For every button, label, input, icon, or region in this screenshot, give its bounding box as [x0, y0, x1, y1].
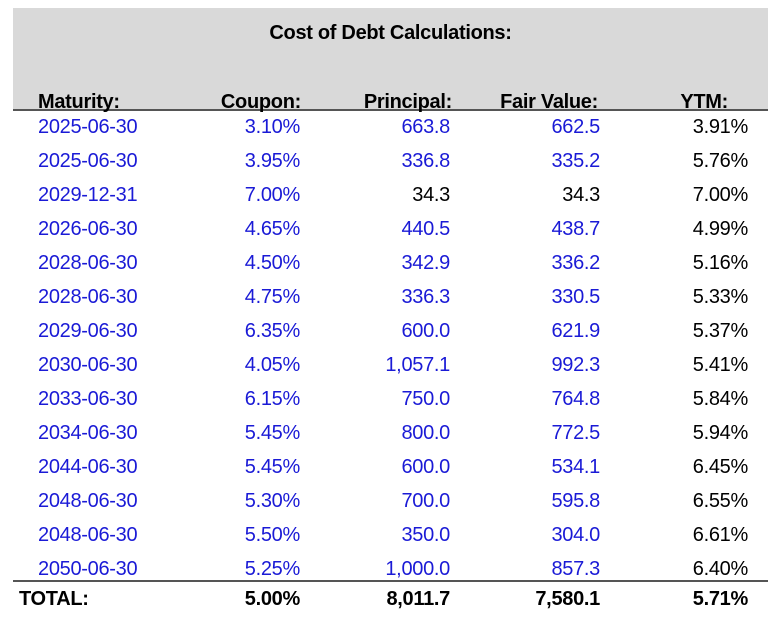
- maturity-cell[interactable]: 2044-06-30: [38, 456, 138, 478]
- coupon-cell[interactable]: 3.10%: [244, 116, 301, 138]
- total-divider: [13, 580, 768, 582]
- table-row: 2028-06-30 4.50% 342.9 336.2 5.16%: [0, 247, 768, 281]
- ytm-cell[interactable]: 3.91%: [692, 116, 749, 138]
- fair-value-cell[interactable]: 34.3: [562, 184, 600, 206]
- ytm-cell[interactable]: 5.16%: [692, 252, 749, 274]
- table-title: Cost of Debt Calculations:: [269, 22, 512, 44]
- table-row: 2029-12-31 7.00% 34.3 34.3 7.00%: [0, 179, 768, 213]
- maturity-cell[interactable]: 2029-12-31: [38, 184, 138, 206]
- table-row: 2033-06-30 6.15% 750.0 764.8 5.84%: [0, 383, 768, 417]
- ytm-cell[interactable]: 5.94%: [692, 422, 749, 444]
- principal-cell[interactable]: 336.8: [401, 150, 450, 172]
- principal-cell[interactable]: 800.0: [401, 422, 450, 444]
- ytm-cell[interactable]: 5.37%: [692, 320, 749, 342]
- table-row: 2044-06-30 5.45% 600.0 534.1 6.45%: [0, 451, 768, 485]
- table-row: 2028-06-30 4.75% 336.3 330.5 5.33%: [0, 281, 768, 315]
- total-coupon: 5.00%: [244, 588, 301, 610]
- coupon-cell[interactable]: 5.45%: [244, 422, 301, 444]
- total-principal: 8,011.7: [386, 588, 450, 610]
- header-maturity: Maturity:: [38, 91, 120, 113]
- principal-cell[interactable]: 663.8: [401, 116, 450, 138]
- principal-cell[interactable]: 342.9: [401, 252, 450, 274]
- maturity-cell[interactable]: 2050-06-30: [38, 558, 138, 580]
- fair-value-cell[interactable]: 336.2: [551, 252, 600, 274]
- ytm-cell[interactable]: 5.41%: [692, 354, 749, 376]
- coupon-cell[interactable]: 3.95%: [244, 150, 301, 172]
- coupon-cell[interactable]: 4.65%: [244, 218, 301, 240]
- fair-value-cell[interactable]: 992.3: [551, 354, 600, 376]
- total-fair-value: 7,580.1: [535, 588, 600, 610]
- fair-value-cell[interactable]: 330.5: [551, 286, 600, 308]
- fair-value-cell[interactable]: 304.0: [551, 524, 600, 546]
- coupon-cell[interactable]: 5.50%: [244, 524, 301, 546]
- header-band: Cost of Debt Calculations: Maturity: Cou…: [13, 8, 768, 113]
- fair-value-cell[interactable]: 764.8: [551, 388, 600, 410]
- table-row: 2026-06-30 4.65% 440.5 438.7 4.99%: [0, 213, 768, 247]
- ytm-cell[interactable]: 6.61%: [692, 524, 749, 546]
- principal-cell[interactable]: 440.5: [401, 218, 450, 240]
- fair-value-cell[interactable]: 857.3: [551, 558, 600, 580]
- coupon-cell[interactable]: 5.30%: [244, 490, 301, 512]
- table-row: 2034-06-30 5.45% 800.0 772.5 5.94%: [0, 417, 768, 451]
- ytm-cell[interactable]: 5.76%: [692, 150, 749, 172]
- fair-value-cell[interactable]: 621.9: [551, 320, 600, 342]
- table-row: 2048-06-30 5.30% 700.0 595.8 6.55%: [0, 485, 768, 519]
- maturity-cell[interactable]: 2028-06-30: [38, 286, 138, 308]
- ytm-cell[interactable]: 4.99%: [692, 218, 749, 240]
- ytm-cell[interactable]: 6.40%: [692, 558, 749, 580]
- coupon-cell[interactable]: 6.15%: [244, 388, 301, 410]
- table-row: 2050-06-30 5.25% 1,000.0 857.3 6.40%: [0, 553, 768, 587]
- coupon-cell[interactable]: 4.50%: [244, 252, 301, 274]
- ytm-cell[interactable]: 5.84%: [692, 388, 749, 410]
- table-row: 2029-06-30 6.35% 600.0 621.9 5.37%: [0, 315, 768, 349]
- table-row: 2025-06-30 3.10% 663.8 662.5 3.91%: [0, 111, 768, 145]
- coupon-cell[interactable]: 5.25%: [244, 558, 301, 580]
- ytm-cell[interactable]: 7.00%: [692, 184, 749, 206]
- principal-cell[interactable]: 600.0: [401, 456, 450, 478]
- principal-cell[interactable]: 1,000.0: [385, 558, 450, 580]
- table-row: 2025-06-30 3.95% 336.8 335.2 5.76%: [0, 145, 768, 179]
- maturity-cell[interactable]: 2033-06-30: [38, 388, 138, 410]
- maturity-cell[interactable]: 2028-06-30: [38, 252, 138, 274]
- fair-value-cell[interactable]: 534.1: [551, 456, 600, 478]
- principal-cell[interactable]: 600.0: [401, 320, 450, 342]
- header-ytm: YTM:: [680, 91, 728, 113]
- table-row: 2030-06-30 4.05% 1,057.1 992.3 5.41%: [0, 349, 768, 383]
- maturity-cell[interactable]: 2030-06-30: [38, 354, 138, 376]
- coupon-cell[interactable]: 7.00%: [244, 184, 301, 206]
- total-row: TOTAL: 5.00% 8,011.7 7,580.1 5.71%: [0, 583, 768, 617]
- ytm-cell[interactable]: 6.45%: [692, 456, 749, 478]
- maturity-cell[interactable]: 2048-06-30: [38, 524, 138, 546]
- coupon-cell[interactable]: 4.05%: [244, 354, 301, 376]
- maturity-cell[interactable]: 2026-06-30: [38, 218, 138, 240]
- principal-cell[interactable]: 336.3: [401, 286, 450, 308]
- ytm-cell[interactable]: 5.33%: [692, 286, 749, 308]
- maturity-cell[interactable]: 2029-06-30: [38, 320, 138, 342]
- maturity-cell[interactable]: 2034-06-30: [38, 422, 138, 444]
- principal-cell[interactable]: 1,057.1: [385, 354, 450, 376]
- coupon-cell[interactable]: 4.75%: [244, 286, 301, 308]
- header-fair-value: Fair Value:: [500, 91, 598, 113]
- total-label: TOTAL:: [19, 588, 89, 610]
- fair-value-cell[interactable]: 662.5: [551, 116, 600, 138]
- coupon-cell[interactable]: 6.35%: [244, 320, 301, 342]
- principal-cell[interactable]: 34.3: [412, 184, 450, 206]
- fair-value-cell[interactable]: 772.5: [551, 422, 600, 444]
- principal-cell[interactable]: 350.0: [401, 524, 450, 546]
- maturity-cell[interactable]: 2025-06-30: [38, 116, 138, 138]
- fair-value-cell[interactable]: 595.8: [551, 490, 600, 512]
- principal-cell[interactable]: 750.0: [401, 388, 450, 410]
- header-coupon: Coupon:: [220, 91, 301, 113]
- header-principal: Principal:: [363, 91, 452, 113]
- fair-value-cell[interactable]: 438.7: [551, 218, 600, 240]
- fair-value-cell[interactable]: 335.2: [551, 150, 600, 172]
- maturity-cell[interactable]: 2048-06-30: [38, 490, 138, 512]
- maturity-cell[interactable]: 2025-06-30: [38, 150, 138, 172]
- coupon-cell[interactable]: 5.45%: [244, 456, 301, 478]
- table-row: 2048-06-30 5.50% 350.0 304.0 6.61%: [0, 519, 768, 553]
- ytm-cell[interactable]: 6.55%: [692, 490, 749, 512]
- principal-cell[interactable]: 700.0: [401, 490, 450, 512]
- total-ytm: 5.71%: [692, 588, 749, 610]
